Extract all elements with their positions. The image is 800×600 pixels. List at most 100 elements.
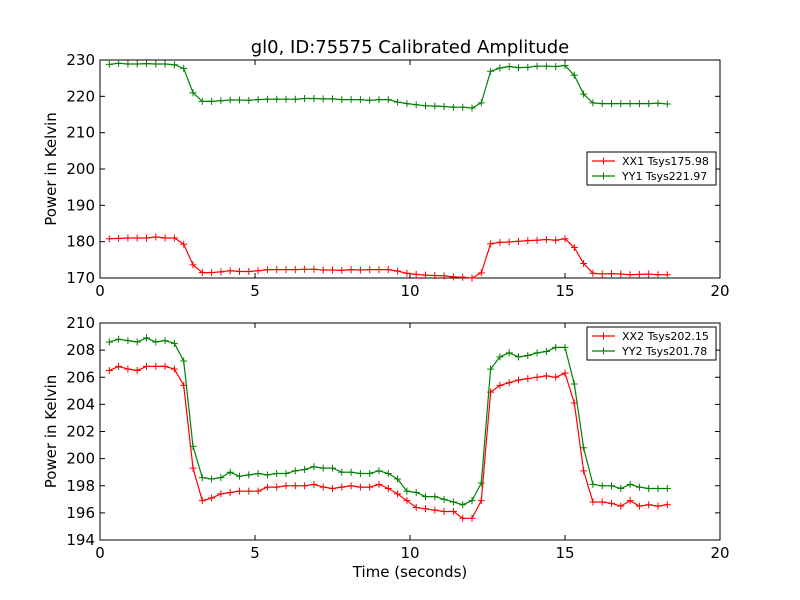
top-data-point [161,234,169,242]
bottom-data-point [263,483,271,491]
top-data-point [608,270,615,278]
top-data-point [310,95,318,103]
bottom-data-point [338,483,346,491]
top-data-point [105,235,113,243]
bottom-data-point [152,362,160,370]
top-y-tick-label: 230 [66,51,95,69]
top-data-point [273,95,281,103]
bottom-data-point [152,338,160,346]
top-series-1 [105,233,671,282]
bottom-data-point [115,335,123,343]
top-data-point [533,236,541,244]
top-data-point [115,234,123,242]
top-y-tick-label: 170 [66,269,95,287]
top-data-point [143,60,150,68]
bottom-y-tick-label: 204 [66,395,95,413]
bottom-data-point [663,484,671,492]
bottom-data-point [226,489,234,497]
bottom-data-point [617,484,625,492]
top-data-point [487,240,495,248]
bottom-data-point [524,352,532,360]
top-data-point [356,266,364,274]
bottom-data-point [329,484,336,492]
top-data-point [524,63,532,71]
bottom-data-point [170,339,178,347]
top-data-point [468,274,476,282]
top-data-point [552,63,560,71]
top-data-point [319,266,327,274]
bottom-data-point [552,373,560,381]
top-data-point [542,235,550,243]
top-x-tick-label: 5 [250,282,260,300]
top-data-point [319,95,327,103]
top-data-point [645,270,653,278]
top-y-tick-label: 200 [66,160,95,178]
top-data-point [208,269,216,277]
bottom-data-point [319,464,327,472]
top-data-point [598,100,606,108]
bottom-data-point [487,365,495,373]
bottom-data-point [505,349,513,357]
bottom-data-point [217,474,225,482]
bottom-data-point [263,471,271,479]
top-data-point [663,100,671,108]
top-data-point [347,96,355,104]
top-data-point [663,271,671,279]
bottom-legend-label: XX2 Tsys202.15 [622,330,709,343]
bottom-data-point [394,475,402,483]
bottom-data-point [366,483,374,491]
bottom-data-point [533,373,541,381]
top-data-point [580,90,588,98]
top-data-point [542,62,550,70]
top-data-point [654,271,662,279]
top-data-point [124,60,132,68]
bottom-data-point [496,353,504,361]
top-data-point [561,61,569,69]
bottom-data-point [542,372,550,380]
bottom-data-point [124,365,132,373]
top-y-tick-label: 180 [66,233,95,251]
top-data-point [496,64,504,72]
bottom-data-point [459,501,467,509]
bottom-data-point [505,379,513,387]
bottom-data-point [301,482,309,490]
top-data-point [375,266,383,274]
bottom-y-tick-label: 208 [66,341,95,359]
top-data-point [468,104,476,112]
bottom-data-point [273,470,281,478]
top-legend-box [586,151,717,186]
top-data-point [589,269,597,277]
bottom-data-point [170,365,178,373]
bottom-data-point [347,482,355,490]
top-data-point [552,236,560,244]
top-data-point [384,96,392,104]
bottom-data-point [291,467,299,475]
top-data-point [291,95,299,103]
top-data-point [403,269,411,277]
top-data-point [459,273,467,281]
top-data-point [282,266,290,274]
bottom-data-point [319,483,327,491]
top-data-point [170,61,178,69]
bottom-data-point [124,337,132,345]
top-x-tick-label: 0 [95,282,105,300]
bottom-y-tick-label: 196 [66,504,95,522]
top-data-point [440,103,448,111]
top-data-point [431,102,439,110]
top-x-tick-label: 10 [400,282,419,300]
top-data-point [338,266,346,274]
top-data-point [403,100,411,108]
top-data-point [152,60,160,68]
top-data-point [310,265,318,273]
bottom-chart: 0 5 10 15 20 194 196 198 200 202 204 206 208 210 Power… [42,314,730,581]
bottom-data-point [635,502,643,510]
bottom-data-point [422,493,429,501]
bottom-y-axis-label: Power in Kelvin [42,375,60,489]
top-x-tick-label: 20 [710,282,729,300]
top-data-point [133,234,141,242]
top-data-point [236,267,243,275]
top-data-point [440,272,448,280]
bottom-y-tick-label: 202 [66,423,95,441]
bottom-y-tick-label: 200 [66,450,95,468]
bottom-y-tick-label: 194 [66,531,95,549]
